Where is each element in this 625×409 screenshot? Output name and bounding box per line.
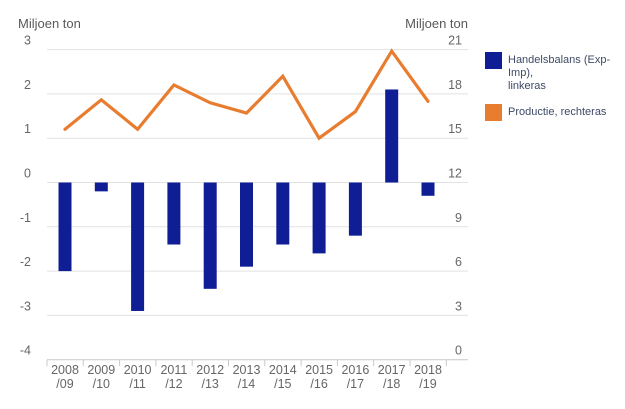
x-axis-label: 2011/12 <box>160 363 187 391</box>
x-axis-label: 2010/11 <box>124 363 152 391</box>
right-axis-tick-label: 21 <box>448 34 462 48</box>
right-axis-tick-label: 18 <box>448 78 462 92</box>
handelsbalans-bar <box>58 182 72 272</box>
handelsbalans-bar <box>276 182 290 245</box>
handelsbalans-bar <box>167 182 181 245</box>
left-axis-tick-label: -4 <box>20 344 31 358</box>
right-axis-tick-label: 6 <box>455 255 462 269</box>
right-axis-tick-label: 0 <box>455 344 462 358</box>
right-axis-tick-label: 3 <box>455 299 462 313</box>
left-axis-tick-label: 1 <box>24 122 31 136</box>
handelsbalans-bar <box>94 182 108 192</box>
bar-series-swatch <box>485 52 502 69</box>
right-axis-tick-label: 15 <box>448 122 462 136</box>
handelsbalans-bar <box>421 182 435 196</box>
handelsbalans-bar <box>203 182 217 289</box>
x-axis-label: 2008/09 <box>51 363 79 391</box>
handelsbalans-bar <box>385 89 399 183</box>
legend-item-handelsbalans: Handelsbalans (Exp-Imp), linkeras <box>485 52 623 93</box>
right-axis-tick-label: 12 <box>448 167 462 181</box>
handelsbalans-bar <box>312 182 326 254</box>
left-axis-tick-label: -3 <box>20 299 31 313</box>
legend: Handelsbalans (Exp-Imp), linkeras Produc… <box>485 52 623 132</box>
x-axis-label: 2018/19 <box>414 363 442 391</box>
handelsbalans-bar <box>131 182 145 311</box>
x-axis-label: 2015/16 <box>305 363 333 391</box>
legend-label-line: linkeras <box>508 80 546 92</box>
handelsbalans-bar <box>348 182 362 236</box>
line-series-swatch <box>485 104 502 121</box>
handelsbalans-bar <box>240 182 253 267</box>
left-axis-tick-label: 0 <box>24 167 31 181</box>
x-axis-label: 2013/14 <box>233 363 261 391</box>
left-axis-tick-label: 3 <box>24 34 31 48</box>
legend-label-handelsbalans: Handelsbalans (Exp-Imp), linkeras <box>508 52 623 93</box>
x-axis-label: 2012/13 <box>196 363 224 391</box>
productie-line <box>63 48 430 141</box>
legend-label-line: Productie, rechteras <box>508 106 607 118</box>
left-axis-tick-label: -1 <box>20 211 31 225</box>
left-axis-title: Miljoen ton <box>18 16 81 31</box>
left-axis-tick-label: 2 <box>24 78 31 92</box>
right-axis-title: Miljoen ton <box>405 16 468 31</box>
legend-item-productie: Productie, rechteras <box>485 104 623 121</box>
x-axis-label: 2009/10 <box>87 363 115 391</box>
x-axis-label: 2017/18 <box>378 363 406 391</box>
x-axis-label: 2016/17 <box>341 363 369 391</box>
right-axis-tick-label: 9 <box>455 211 462 225</box>
left-axis-tick-label: -2 <box>20 255 31 269</box>
legend-label-line: Handelsbalans (Exp-Imp), <box>508 54 611 79</box>
legend-label-productie: Productie, rechteras <box>508 104 606 119</box>
x-axis-label: 2014/15 <box>269 363 297 391</box>
